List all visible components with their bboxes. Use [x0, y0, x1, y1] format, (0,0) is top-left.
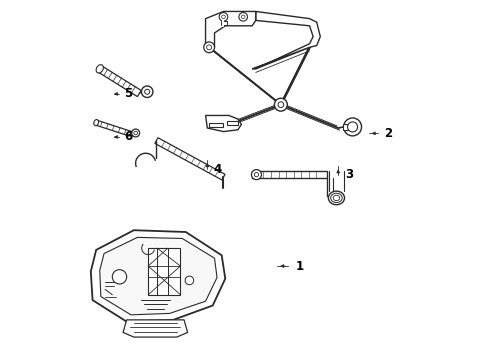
Polygon shape — [252, 171, 327, 178]
Polygon shape — [343, 125, 353, 130]
Polygon shape — [209, 123, 223, 127]
Circle shape — [185, 276, 194, 285]
Circle shape — [274, 98, 287, 111]
Circle shape — [219, 13, 228, 21]
Polygon shape — [220, 21, 227, 25]
Ellipse shape — [328, 191, 344, 205]
Circle shape — [239, 13, 247, 21]
Circle shape — [204, 42, 215, 53]
Circle shape — [145, 89, 150, 94]
Text: 3: 3 — [344, 168, 353, 181]
Text: 1: 1 — [295, 260, 303, 273]
Polygon shape — [155, 138, 225, 180]
Circle shape — [347, 122, 358, 132]
Circle shape — [343, 118, 362, 136]
Polygon shape — [205, 12, 256, 47]
Text: 2: 2 — [384, 127, 392, 140]
Polygon shape — [252, 12, 320, 69]
Ellipse shape — [333, 195, 340, 201]
Ellipse shape — [94, 120, 98, 126]
Polygon shape — [98, 66, 141, 96]
Circle shape — [142, 86, 153, 98]
Circle shape — [278, 102, 284, 108]
Circle shape — [112, 270, 126, 284]
Text: 5: 5 — [124, 87, 132, 100]
Text: 6: 6 — [124, 130, 132, 144]
Polygon shape — [148, 248, 180, 295]
Polygon shape — [91, 230, 225, 321]
Circle shape — [221, 15, 225, 19]
Circle shape — [134, 131, 138, 135]
Polygon shape — [100, 237, 217, 315]
Ellipse shape — [331, 193, 342, 203]
Text: 4: 4 — [214, 163, 222, 176]
Polygon shape — [205, 116, 242, 132]
Circle shape — [242, 15, 245, 19]
Polygon shape — [123, 320, 188, 337]
Circle shape — [132, 129, 140, 137]
Circle shape — [251, 170, 262, 180]
Circle shape — [207, 45, 212, 50]
Polygon shape — [227, 121, 238, 125]
Circle shape — [254, 172, 259, 177]
Ellipse shape — [96, 65, 103, 73]
Polygon shape — [96, 120, 131, 136]
